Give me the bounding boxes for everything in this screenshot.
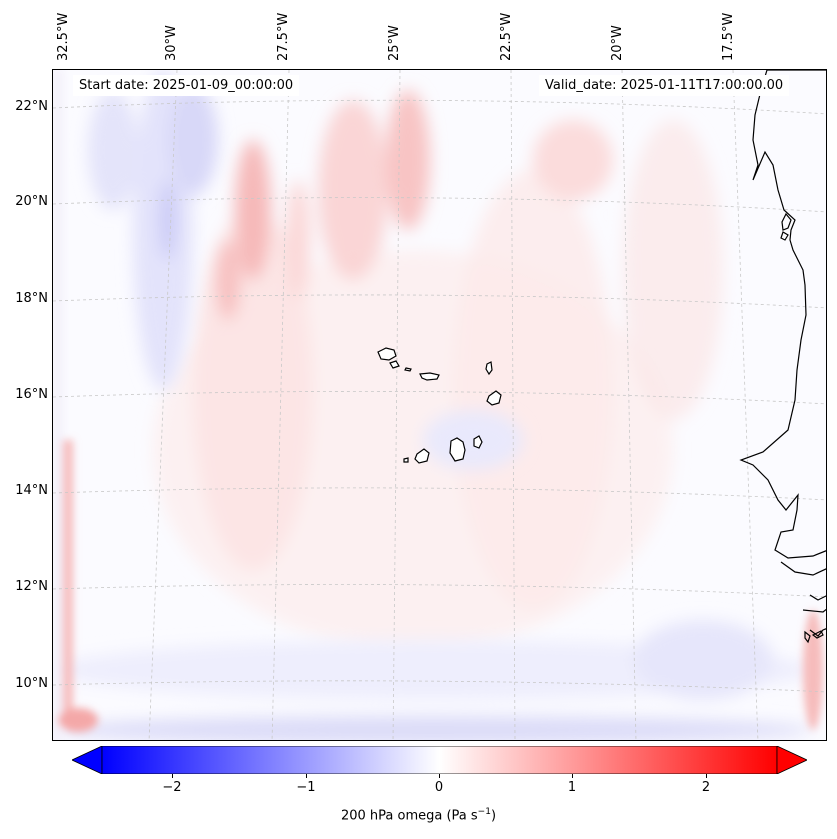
- colorbar-max-extend: [776, 746, 807, 774]
- colorbar-label-exponent: −1: [477, 807, 491, 817]
- colorbar-tick-1: 1: [567, 780, 577, 795]
- lon-label-25w: 25°W: [387, 25, 402, 61]
- lat-label-14n: 14°N: [15, 483, 48, 498]
- colorbar-tickmark: [706, 774, 707, 778]
- valid-date-label: Valid_date: 2025-01-11T17:00:00.00: [539, 75, 790, 96]
- lat-label-12n: 12°N: [15, 579, 48, 594]
- colorbar-tick-2: 2: [701, 780, 711, 795]
- lon-label-22-5w: 22.5°W: [499, 12, 514, 61]
- lon-label-30w: 30°W: [164, 25, 179, 61]
- negative-omega-bands: [53, 70, 813, 740]
- lat-label-20n: 20°N: [15, 194, 48, 209]
- colorbar-tick-neg2: −2: [162, 780, 182, 795]
- colorbar-label-text: 200 hPa omega (Pa s: [340, 808, 478, 824]
- colorbar-tickmark: [439, 774, 440, 778]
- colorbar-tickmark: [172, 774, 173, 778]
- edge-shading: [53, 70, 823, 740]
- graticule: [53, 70, 826, 740]
- colorbar-tickmark: [306, 774, 307, 778]
- colorbar-tickmark: [572, 774, 573, 778]
- map-panel: [52, 69, 827, 741]
- colorbar-gradient: [101, 746, 778, 774]
- lon-label-20w: 20°W: [610, 25, 625, 61]
- lat-label-10n: 10°N: [15, 676, 48, 691]
- lon-label-17-5w: 17.5°W: [721, 12, 736, 61]
- lat-label-18n: 18°N: [15, 291, 48, 306]
- start-date-label: Start date: 2025-01-09_00:00:00: [73, 75, 300, 96]
- omega-shading: [153, 90, 723, 650]
- colorbar-label: 200 hPa omega (Pa s−1): [0, 807, 837, 823]
- colorbar-min-extend: [72, 746, 103, 774]
- omega-field-map: [53, 70, 826, 740]
- colorbar: [72, 746, 807, 774]
- cape-verde-islands: [377, 347, 502, 464]
- lon-label-32-5w: 32.5°W: [56, 12, 71, 61]
- colorbar-label-close: ): [490, 808, 497, 824]
- lat-label-22n: 22°N: [15, 99, 48, 114]
- african-coastline: [739, 70, 826, 644]
- lon-label-27-5w: 27.5°W: [276, 12, 291, 61]
- colorbar-tick-neg1: −1: [296, 780, 316, 795]
- lat-label-16n: 16°N: [15, 387, 48, 402]
- colorbar-tick-0: 0: [434, 780, 444, 795]
